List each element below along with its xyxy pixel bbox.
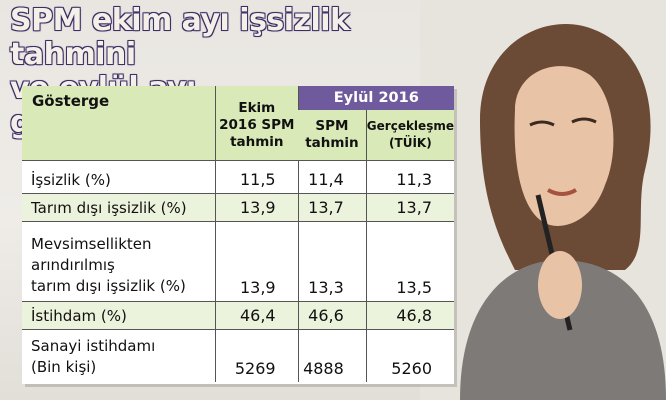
row-label: Sanayi istihdamı (Bin kişi)	[22, 328, 216, 382]
cell-ekim-spm: 13,9	[215, 192, 299, 221]
cell-eylul-tuik: 13,5	[365, 220, 454, 301]
header-tuik-line2: (TÜİK)	[389, 135, 432, 150]
cell-eylul-spm: 11,4	[297, 159, 367, 193]
row-label: Tarım dışı işsizlik (%)	[22, 192, 216, 221]
row-label: İstihdam (%)	[22, 300, 216, 329]
row-label-line: (Bin kişi)	[31, 358, 97, 376]
cell-ekim-spm: 13,9	[215, 220, 299, 301]
header-eylul-spm: SPM tahmin	[298, 110, 367, 160]
table-row: İstihdam (%) 46,4 46,6 46,8	[22, 300, 454, 329]
table-row: Tarım dışı işsizlik (%) 13,9 13,7 13,7	[22, 192, 454, 221]
cell-eylul-tuik: 5260	[365, 328, 454, 382]
header-eylul-tuik: Gerçekleşme (TÜİK)	[365, 110, 454, 160]
header-ekim-line3: tahmin	[230, 133, 284, 150]
header-eylul-group: Eylül 2016	[297, 86, 454, 110]
cell-ekim-spm: 11,5	[215, 159, 299, 193]
row-label-line: İşsizlik (%)	[31, 170, 111, 189]
row-label: İşsizlik (%)	[22, 159, 216, 193]
row-label-line: İstihdam (%)	[31, 306, 127, 325]
row-label-line: arındırılmış	[31, 255, 115, 274]
data-table-container: Gösterge Ekim 2016 SPM tahmin Eylül 2016…	[22, 86, 454, 384]
row-label-line: tarım dışı işsizlik (%)	[31, 276, 186, 295]
row-label-line: Mevsimsellikten	[31, 234, 152, 253]
table-row: Mevsimsellikten arındırılmış tarım dışı …	[22, 220, 454, 301]
table-row: İşsizlik (%) 11,5 11,4 11,3	[22, 159, 454, 193]
cell-eylul-tuik: 46,8	[365, 300, 454, 329]
header-indicator: Gösterge	[22, 86, 216, 160]
header-ekim-spm: Ekim 2016 SPM tahmin	[215, 86, 299, 160]
header-tuik-line1: Gerçekleşme	[366, 118, 454, 133]
title-line-1: SPM ekim ayı işsizlik tahmini	[10, 3, 350, 72]
row-label-line: Tarım dışı işsizlik (%)	[31, 198, 187, 217]
header-spm-line2: tahmin	[305, 134, 359, 151]
cell-eylul-tuik: 11,3	[365, 159, 454, 193]
cell-eylul-tuik: 13,7	[365, 192, 454, 221]
cell-eylul-spm: 13,7	[297, 192, 367, 221]
row-label: Mevsimsellikten arındırılmış tarım dışı …	[22, 220, 216, 301]
table-row: Sanayi istihdamı (Bin kişi) 5269 4888 52…	[22, 328, 454, 382]
header-ekim-line1: Ekim	[238, 99, 276, 116]
header-ekim-line2: 2016 SPM	[219, 116, 295, 133]
thinking-woman-illustration	[420, 0, 666, 400]
row-label-line: Sanayi istihdamı	[31, 337, 156, 355]
cell-ekim-spm: 46,4	[215, 300, 299, 329]
cell-eylul-spm: 4888	[297, 328, 367, 382]
header-spm-line1: SPM	[315, 117, 349, 134]
cell-eylul-spm: 13,3	[297, 220, 367, 301]
cell-ekim-spm: 5269	[215, 328, 299, 382]
cell-eylul-spm: 46,6	[297, 300, 367, 329]
unemployment-table: Gösterge Ekim 2016 SPM tahmin Eylül 2016…	[22, 86, 454, 382]
